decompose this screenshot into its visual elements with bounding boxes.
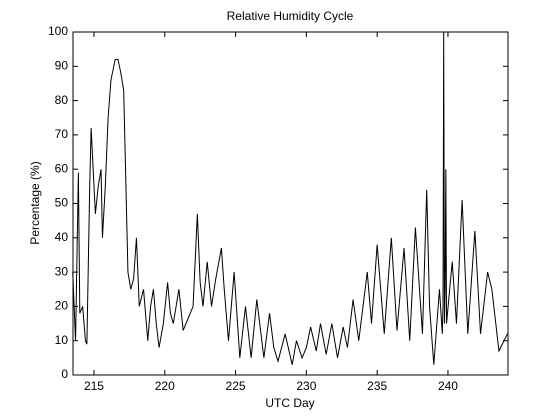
- y-tick-label: 30: [55, 264, 69, 278]
- y-tick-label: 0: [61, 367, 68, 381]
- chart-title: Relative Humidity Cycle: [227, 9, 354, 23]
- y-tick-label: 90: [55, 58, 69, 72]
- x-tick-label: 225: [226, 379, 246, 393]
- y-tick-label: 50: [55, 196, 69, 210]
- x-tick-label: 240: [438, 379, 458, 393]
- y-axis-label: Percentage (%): [28, 161, 42, 244]
- y-tick-label: 70: [55, 127, 69, 141]
- y-tick-label: 80: [55, 93, 69, 107]
- data-line: [72, 31, 508, 365]
- y-tick-label: 10: [55, 333, 69, 347]
- y-tick-label: 40: [55, 230, 69, 244]
- x-axis-label: UTC Day: [265, 396, 314, 410]
- x-tick-label: 215: [84, 379, 104, 393]
- x-tick-label: 230: [296, 379, 316, 393]
- x-tick-label: 235: [367, 379, 387, 393]
- y-tick-label: 60: [55, 161, 69, 175]
- y-tick-label: 100: [48, 24, 68, 38]
- y-tick-label: 20: [55, 299, 69, 313]
- x-tick-label: 220: [155, 379, 175, 393]
